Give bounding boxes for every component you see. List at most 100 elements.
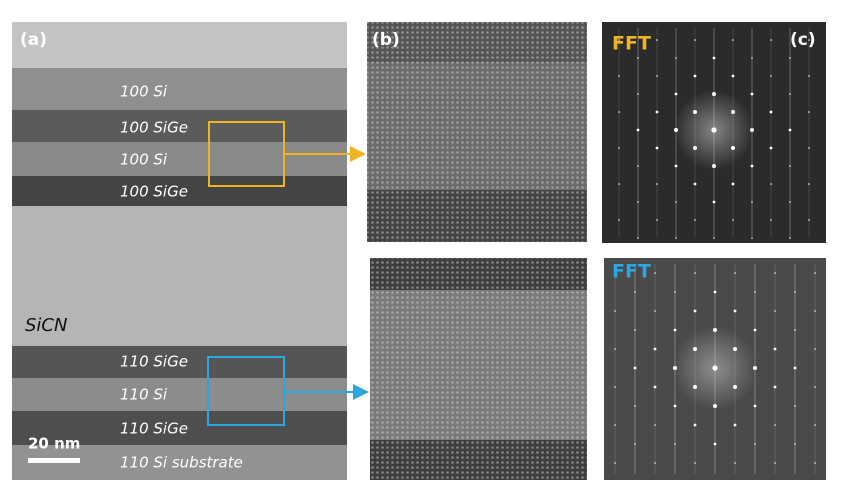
fft-spot <box>808 75 810 77</box>
fft-spot <box>808 111 810 113</box>
layer-band <box>12 68 347 110</box>
fft-spot <box>618 111 620 113</box>
fft-spot <box>693 385 697 389</box>
layer-band <box>12 346 347 378</box>
fft-spot <box>713 290 717 294</box>
fft-spot <box>731 146 735 150</box>
scale-bar-label: 20 nm <box>28 435 80 453</box>
fft-spot <box>734 272 736 274</box>
layer-label: 110 SiGe <box>120 420 188 438</box>
fft-spot <box>637 165 639 167</box>
fft-spot <box>637 93 639 95</box>
fft-spot <box>674 128 678 132</box>
panel-label: (a) <box>20 30 47 50</box>
fft-spot <box>750 128 754 132</box>
fft-spot <box>712 200 716 204</box>
layer-label: 110 Si substrate <box>120 454 243 472</box>
panel-label: (c) <box>790 30 816 50</box>
fft-spot <box>618 219 620 221</box>
fft-spot <box>731 182 735 186</box>
fft-spot <box>712 56 716 60</box>
fft-spot <box>794 405 796 407</box>
fft-spot <box>713 404 717 408</box>
fft-spot <box>774 272 776 274</box>
fft-spot <box>675 201 677 203</box>
fft-spot <box>693 110 697 114</box>
fft-spot <box>614 310 616 312</box>
fft-spot <box>656 75 658 77</box>
layer-band <box>12 110 347 142</box>
fft-spot <box>789 57 791 59</box>
fft-spot <box>808 147 810 149</box>
fft-spot <box>774 462 776 464</box>
fft-spot <box>693 423 697 427</box>
fft-spot <box>814 348 816 350</box>
fft-spot <box>693 74 697 78</box>
fft-spot <box>751 201 753 203</box>
fft-spot <box>693 182 697 186</box>
fft-spot <box>653 347 657 351</box>
fft-spot <box>770 75 772 77</box>
fft-spot <box>673 328 677 332</box>
layer-band <box>12 411 347 445</box>
fft-spot <box>694 39 696 41</box>
fft-spot <box>751 57 753 59</box>
fft-spots <box>614 28 816 474</box>
fft-spot <box>794 443 796 445</box>
fft-spot <box>673 404 677 408</box>
fft-spot <box>770 219 772 221</box>
fft-spot <box>712 365 718 371</box>
fft-spot <box>656 183 658 185</box>
fft-spot <box>654 272 656 274</box>
fft-spot <box>788 128 792 132</box>
fft-spot <box>774 424 776 426</box>
fft-spot <box>693 309 697 313</box>
fft-spot <box>674 164 678 168</box>
fft-spot <box>656 39 658 41</box>
fft-spot <box>618 183 620 185</box>
fft-spot <box>808 39 810 41</box>
layer-band <box>12 206 347 346</box>
fft-spot <box>634 405 636 407</box>
fft-spot <box>637 201 639 203</box>
fft-spot <box>713 237 715 239</box>
fft-spot <box>654 462 656 464</box>
fft-spot <box>653 385 657 389</box>
fft-spot <box>713 328 717 332</box>
fft-spot <box>789 93 791 95</box>
fft-spot <box>753 328 757 332</box>
layer-label: 110 Si <box>120 386 168 404</box>
fft-spot <box>751 237 753 239</box>
fft-spot <box>733 385 737 389</box>
layer-label: 100 Si <box>120 83 168 101</box>
fft-spot <box>711 127 717 133</box>
layer-label: 100 SiGe <box>120 183 188 201</box>
fft-spot <box>694 272 696 274</box>
fft-spot <box>693 146 697 150</box>
fft-spot <box>789 165 791 167</box>
layer-label: 100 Si <box>120 151 168 169</box>
fft-spot <box>637 237 639 239</box>
fft-spot <box>770 183 772 185</box>
fft-spot <box>733 423 737 427</box>
fft-spot <box>712 92 716 96</box>
fft-spot <box>808 219 810 221</box>
fft-spot <box>794 329 796 331</box>
fft-spot <box>656 219 658 221</box>
fft-spot <box>712 164 716 168</box>
fft-spot <box>731 74 735 78</box>
layer-band <box>12 378 347 411</box>
fft-spot <box>634 329 636 331</box>
layer-band <box>12 176 347 206</box>
panel-b: (b) <box>367 22 587 480</box>
material-label: SiCN <box>25 315 67 336</box>
fft-spot <box>753 366 757 370</box>
fft-spot <box>750 92 754 96</box>
layer-label: 100 SiGe <box>120 119 188 137</box>
fft-spot <box>793 366 797 370</box>
fft-spot <box>814 386 816 388</box>
fft-spot <box>614 424 616 426</box>
fft-spot <box>614 386 616 388</box>
fft-spot <box>618 39 620 41</box>
